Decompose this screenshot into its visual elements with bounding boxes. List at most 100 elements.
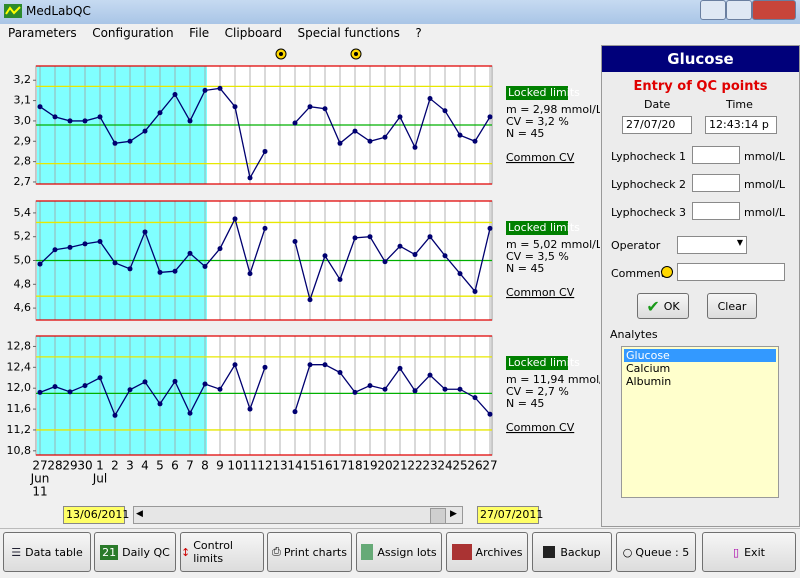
x-tick-label: 20	[377, 459, 392, 473]
maximize-button[interactable]	[726, 0, 752, 20]
scroll-right[interactable]: ▶	[450, 509, 457, 519]
qc-point	[232, 104, 238, 110]
analytes-list: Glucose Calcium Albumin	[621, 346, 779, 498]
analyte-item[interactable]: Albumin	[626, 375, 672, 388]
menu-item[interactable]: File	[189, 26, 210, 40]
event-icon[interactable]	[350, 48, 362, 60]
qc-point	[217, 386, 223, 392]
common-cv-link[interactable]: Common CV	[506, 286, 575, 299]
toolbar-button[interactable]: ○ Queue : 5	[616, 532, 696, 572]
qc-point	[97, 375, 103, 381]
title-bar: MedLabQC	[0, 0, 800, 24]
qc-point	[142, 128, 148, 134]
y-tick-label: 12,4	[7, 360, 32, 373]
qc-point	[352, 389, 358, 395]
qc-point	[232, 362, 238, 368]
minimize-button[interactable]	[700, 0, 726, 20]
qc-point	[82, 241, 88, 247]
y-tick-label: 11,2	[7, 423, 32, 436]
close-button[interactable]	[752, 0, 796, 20]
x-tick-label: 8	[201, 459, 209, 473]
toolbar-button[interactable]: Archives	[446, 532, 528, 572]
time-input[interactable]: 12:43:14 p	[705, 116, 777, 134]
comment-label: Comment	[611, 267, 665, 280]
x-tick-label: 23	[422, 459, 437, 473]
field-input[interactable]	[692, 146, 740, 164]
qc-point	[67, 118, 73, 124]
ok-button[interactable]: ✔ OK	[637, 293, 689, 319]
comment-icon[interactable]	[661, 266, 673, 278]
menu-item[interactable]: Configuration	[92, 26, 174, 40]
qc-point	[307, 297, 313, 303]
x-tick-label: 13	[272, 459, 287, 473]
qc-point	[202, 381, 208, 387]
common-cv-link[interactable]: Common CV	[506, 151, 575, 164]
qc-point	[427, 96, 433, 102]
x-tick-label: 14	[287, 459, 302, 473]
toolbar-button[interactable]: Assign lots	[356, 532, 442, 572]
analyte-item[interactable]: Calcium	[626, 362, 671, 375]
field-unit: mmol/L	[744, 178, 786, 191]
toolbar-button[interactable]: ▯ Exit	[702, 532, 796, 572]
toolbar-button[interactable]: ⎙ Print charts	[267, 532, 352, 572]
comment-input[interactable]	[677, 263, 785, 281]
baseline-period	[37, 336, 207, 455]
qc-point	[172, 91, 178, 97]
stat-text: CV = 3,2 %	[506, 115, 569, 128]
field-input[interactable]	[692, 202, 740, 220]
clear-button[interactable]: Clear	[707, 293, 757, 319]
qc-point	[412, 144, 418, 150]
scroll-left[interactable]: ◀	[136, 509, 143, 519]
stat-text: CV = 3,5 %	[506, 250, 569, 263]
x-tick-label: 15	[302, 459, 317, 473]
qc-point	[247, 175, 253, 181]
x-tick-label: 26	[467, 459, 482, 473]
qc-point	[472, 395, 478, 401]
common-cv-link[interactable]: Common CV	[506, 421, 575, 434]
stat-text: N = 45	[506, 127, 544, 140]
qc-point	[457, 132, 463, 138]
event-icon[interactable]	[275, 48, 287, 60]
qc-point	[187, 118, 193, 124]
y-tick-label: 2,7	[14, 175, 32, 188]
field-input[interactable]	[692, 174, 740, 192]
qc-point	[427, 372, 433, 378]
qc-point	[307, 104, 313, 110]
x-tick-label: 16	[317, 459, 332, 473]
qc-point	[172, 268, 178, 274]
x-tick-label: 28	[47, 459, 62, 473]
qc-point	[127, 138, 133, 144]
qc-point	[352, 235, 358, 241]
qc-point	[487, 411, 493, 417]
date-scrollbar[interactable]: ◀ ▶	[133, 506, 463, 524]
menu-item[interactable]: Clipboard	[224, 26, 282, 40]
x-tick-label: 9	[216, 459, 224, 473]
field-label: Lyphocheck 1	[611, 150, 687, 163]
toolbar-label: Assign lots	[377, 545, 437, 559]
operator-select[interactable]: ▼	[677, 236, 747, 254]
menu-item[interactable]: ?	[415, 26, 422, 40]
y-tick-label: 3,1	[14, 94, 32, 107]
toolbar-button[interactable]: ↕ Control limits	[180, 532, 264, 572]
scroll-thumb[interactable]	[430, 508, 446, 524]
toolbar-label: Print charts	[283, 545, 347, 559]
date-input[interactable]: 27/07/20	[622, 116, 692, 134]
toolbar-button[interactable]: 21 Daily QC	[94, 532, 176, 572]
menu-item[interactable]: Special functions	[297, 26, 400, 40]
y-tick-label: 5,0	[14, 254, 32, 267]
menu-item[interactable]: Parameters	[8, 26, 77, 40]
qc-point	[397, 114, 403, 120]
toolbar-button[interactable]: ☰ Data table	[3, 532, 91, 572]
toolbar-button[interactable]: Backup	[532, 532, 612, 572]
x-tick-label: 3	[126, 459, 134, 473]
stat-text: m = 2,98 mmol/L	[506, 103, 600, 116]
qc-point	[112, 140, 118, 146]
x-tick-label: 27	[32, 459, 47, 473]
month-label: Jun	[30, 472, 50, 486]
entry-panel: Glucose Entry of QC points Date Time 27/…	[601, 45, 800, 527]
status-badge	[506, 221, 568, 235]
y-tick-label: 2,8	[14, 155, 32, 168]
x-tick-label: 19	[362, 459, 377, 473]
analyte-item[interactable]: Glucose	[624, 349, 776, 362]
